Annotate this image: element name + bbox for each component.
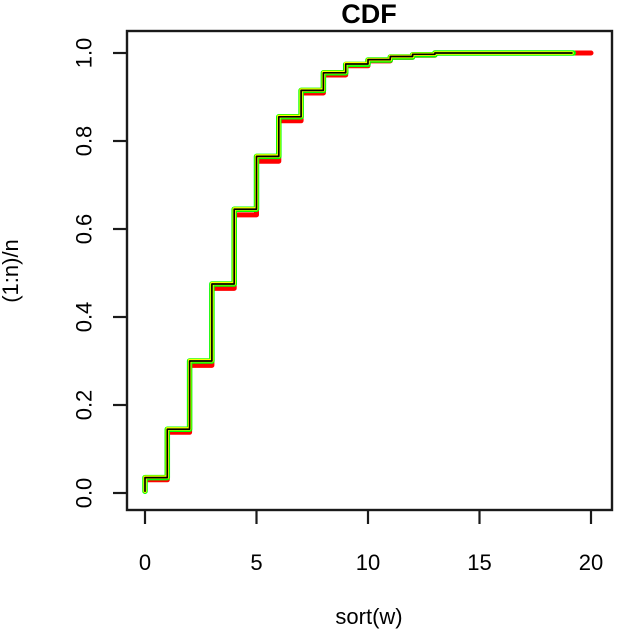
x-axis-label: sort(w): [335, 604, 402, 629]
green-cdf-line: [142, 50, 576, 494]
series-layer: [142, 50, 594, 494]
y-tick-label: 0.6: [72, 214, 97, 245]
y-tick-label: 1.0: [72, 38, 97, 69]
y-axis-label: (1:n)/n: [0, 239, 23, 303]
tick-layer: [113, 51, 593, 524]
yellow-cdf-line: [143, 51, 574, 493]
y-tick-label: 0.4: [72, 302, 97, 333]
x-tick-label: 20: [579, 550, 603, 575]
black-cdf-line: [144, 52, 573, 493]
y-tick-label: 0.0: [72, 478, 97, 509]
x-tick-label: 5: [250, 550, 262, 575]
x-tick-label: 0: [139, 550, 151, 575]
y-tick-label: 0.8: [72, 126, 97, 157]
tick-label-layer: 0 5 10 15 20 0.0 0.2 0.4 0.6 0.8 1.0: [72, 38, 604, 575]
red-cdf-line: [142, 50, 594, 494]
x-tick-label: 10: [356, 550, 380, 575]
y-tick-label: 0.2: [72, 390, 97, 421]
chart-title: CDF: [341, 0, 397, 29]
x-tick-label: 15: [467, 550, 491, 575]
plot-box: [125, 29, 614, 512]
